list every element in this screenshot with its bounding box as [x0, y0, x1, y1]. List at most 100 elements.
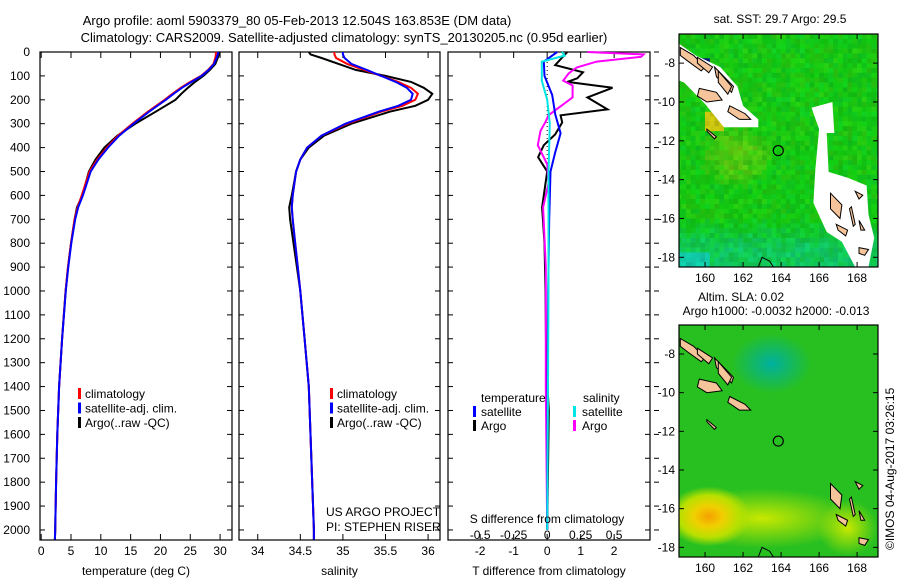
sst-cell [714, 34, 720, 40]
sst-cell [766, 150, 772, 156]
sst-cell [828, 68, 834, 74]
sst-cell [871, 155, 877, 161]
sst-cell [686, 237, 692, 244]
sst-cell [724, 247, 730, 253]
sst-cell [857, 135, 863, 142]
sst-cell [781, 189, 787, 195]
sst-cell [695, 179, 701, 185]
sst-cell [709, 135, 715, 142]
sst-cell [804, 150, 810, 156]
sst-cell [766, 184, 772, 190]
sst-cell [838, 242, 844, 248]
island-landmass [696, 347, 714, 365]
legend-swatch [330, 402, 333, 414]
sst-cell [819, 262, 825, 267]
sst-cell [752, 145, 758, 151]
sst-cell [838, 58, 844, 64]
sst-cell [690, 242, 696, 248]
sst-cell [757, 242, 763, 248]
sst-cell [762, 135, 768, 142]
sst-cell [719, 43, 725, 49]
sst-cell [771, 48, 777, 54]
sst-cell [809, 34, 815, 40]
sst-cell [781, 257, 787, 263]
sst-cell [714, 48, 720, 54]
sst-cell [823, 72, 829, 78]
sst-cell [809, 38, 815, 45]
sst-cell [785, 82, 791, 88]
sst-cell [804, 72, 810, 78]
sst-cell [686, 131, 692, 137]
island-landmass [706, 418, 718, 431]
sst-cell [724, 58, 730, 64]
sst-cell [679, 135, 682, 142]
sst-cell [728, 169, 734, 176]
sst-cell [838, 135, 844, 142]
sst-cell [790, 218, 796, 224]
sst-cell [776, 131, 782, 137]
sst-cell [752, 43, 758, 49]
sst-cell [690, 38, 696, 45]
sst-cell [842, 160, 848, 166]
sst-cell [728, 203, 734, 210]
sst-cell [709, 169, 715, 176]
sst-cell [752, 199, 758, 205]
sst-cell [871, 174, 877, 180]
sst-cell [809, 262, 815, 267]
sst-cell [766, 126, 772, 132]
sst-cell [819, 242, 825, 248]
sst-cell [690, 116, 696, 122]
sst-cell [781, 184, 787, 190]
sst-cell [776, 184, 782, 190]
sst-cell [771, 213, 777, 219]
sst-cell [719, 218, 725, 224]
sst-cell [695, 145, 701, 151]
sst-cell [686, 247, 692, 253]
sst-cell [876, 233, 878, 239]
sst-cell [690, 92, 696, 98]
sst-cell [766, 82, 772, 88]
sst-cell [785, 53, 791, 59]
sst-cell [733, 252, 739, 258]
sst-cell [785, 223, 791, 229]
sst-cell [861, 145, 867, 151]
sst-cell [833, 140, 839, 146]
sst-cell [747, 252, 753, 258]
island-landmass [727, 105, 752, 120]
sst-cell [752, 179, 758, 185]
sst-cell [762, 228, 768, 234]
sst-cell [700, 43, 706, 49]
sst-cell [804, 189, 810, 195]
sla-field [679, 325, 878, 557]
sst-cell [679, 34, 682, 40]
sst-cell [795, 48, 801, 54]
sst-cell [800, 77, 806, 83]
sst-cell [762, 48, 768, 54]
sst-cell [866, 160, 872, 166]
sst-cell [833, 165, 839, 171]
sst-cell [800, 82, 806, 88]
sst-cell [809, 111, 815, 117]
sst-cell [733, 155, 739, 161]
sst-cell [695, 218, 701, 224]
sst-cell [776, 169, 782, 176]
sst-cell [814, 77, 820, 83]
sst-cell [785, 38, 791, 45]
sst-cell [800, 34, 806, 40]
sst-cell [781, 58, 787, 64]
sst-cell [743, 34, 749, 40]
sst-cell [719, 262, 725, 267]
sst-cell [714, 199, 720, 205]
sst-cell [871, 102, 877, 108]
sst-cell [752, 150, 758, 156]
sst-cell [771, 247, 777, 253]
legend-swatch [573, 420, 576, 431]
sst-cell [819, 87, 825, 93]
sst-cell [800, 228, 806, 234]
sst-cell [857, 63, 863, 69]
sst-cell [809, 155, 815, 161]
sst-cell [719, 189, 725, 195]
sst-cell [781, 82, 787, 88]
sst-cell [804, 111, 810, 117]
sst-cell [867, 267, 872, 272]
